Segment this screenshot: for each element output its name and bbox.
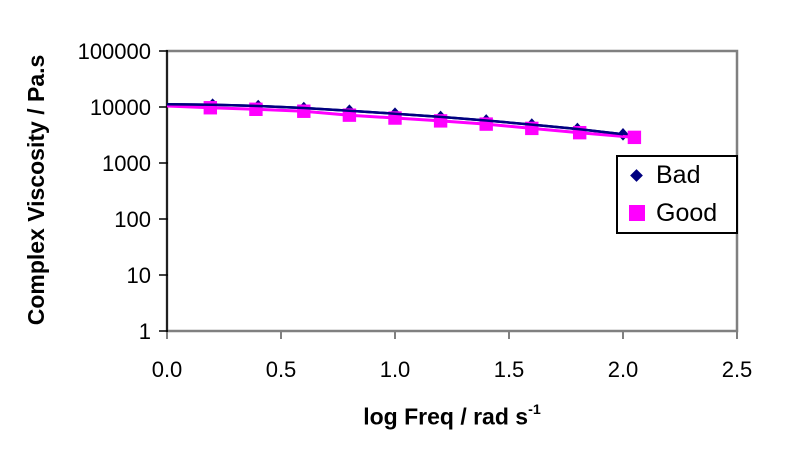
legend: Bad Good <box>616 155 738 234</box>
x-tick-label: 0.0 <box>152 357 183 382</box>
x-axis-title-superscript: -1 <box>528 401 541 418</box>
bad-diamond-icon <box>628 167 645 184</box>
x-tick-label: 2.5 <box>722 357 753 382</box>
legend-label-good: Good <box>656 198 718 227</box>
y-tick-label: 1 <box>139 319 151 344</box>
y-tick-label: 10 <box>127 263 151 288</box>
y-tick-label: 100000 <box>78 39 151 64</box>
bad-series-line-overlay <box>166 102 624 136</box>
y-tick-label: 10000 <box>90 95 151 120</box>
x-axis-title: log Freq / rad s-1 <box>252 399 652 430</box>
good-series-point <box>203 101 218 115</box>
x-tick-label: 1.0 <box>380 357 411 382</box>
y-axis-title: Complex Viscosity / Pa.s <box>23 54 49 326</box>
x-tick-label: 2.0 <box>608 357 639 382</box>
x-axis-title-text: log Freq / rad s <box>363 403 529 430</box>
y-tick-label: 1000 <box>102 151 151 176</box>
y-tick-label: 100 <box>114 207 151 232</box>
x-tick-label: 1.5 <box>494 357 525 382</box>
legend-item-good: Good <box>628 198 736 227</box>
legend-item-bad: Bad <box>628 163 736 188</box>
good-series-point <box>627 130 642 145</box>
good-square-icon <box>628 205 645 222</box>
legend-label-bad: Bad <box>656 161 701 190</box>
x-tick-label: 0.5 <box>266 357 297 382</box>
